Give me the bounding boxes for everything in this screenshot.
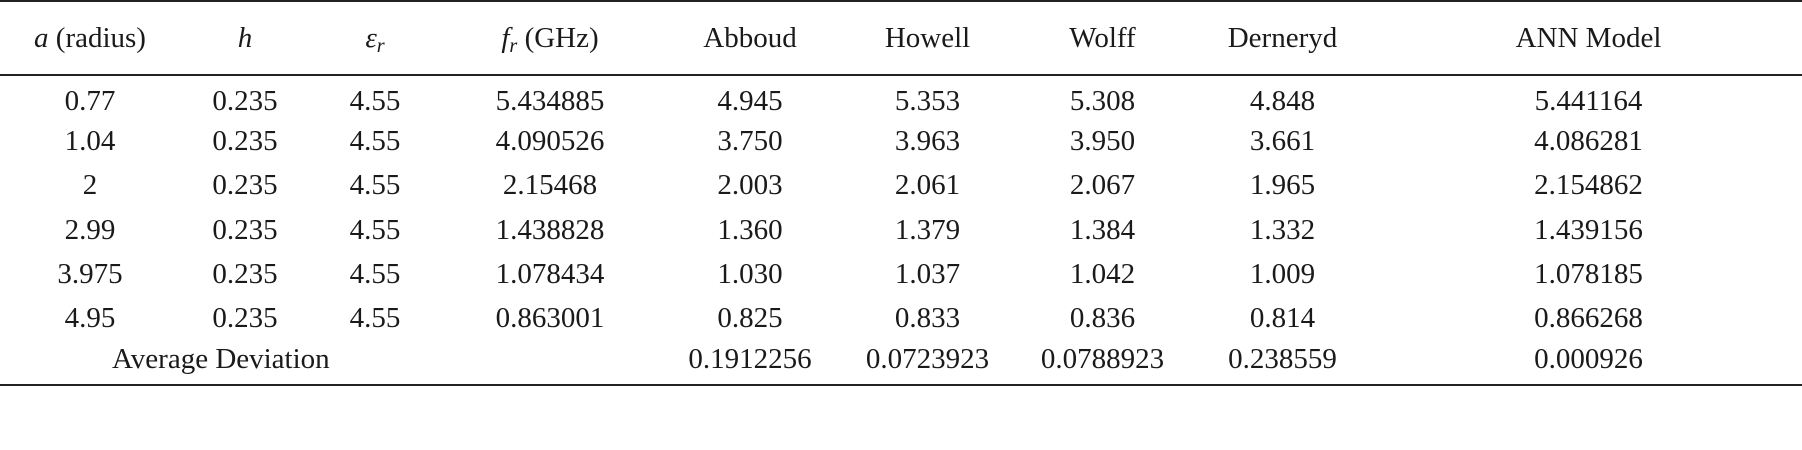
cell-radius: 2.99 [64,213,116,246]
cell-fr: 2.15468 [502,169,598,202]
cell-howell: 1.037 [894,257,961,290]
cell-avg-wolff: 0.0788923 [1015,340,1190,387]
col-header-epsilon-r: εr [310,0,440,76]
cell-howell: 0.833 [894,302,961,335]
cell-h: 0.235 [212,169,278,202]
cell-derneryd: 0.814 [1249,302,1316,335]
cell-derneryd: 1.965 [1249,169,1316,202]
cell-derneryd: 3.661 [1249,124,1316,157]
cell-fr: 1.438828 [495,213,605,246]
cell-howell: 5.353 [894,85,961,118]
cell-h: 0.235 [212,257,278,290]
cell-howell: 3.963 [894,124,961,157]
cell-wolff: 5.308 [1069,85,1136,118]
col-header-howell: Howell [840,0,1015,76]
col-header-radius: a (radius) [0,0,180,76]
col-header-ann-model: ANN Model [1375,0,1802,76]
cell-radius: 4.95 [64,302,116,335]
cell-epsilon-r: 4.55 [349,257,401,290]
cell-h: 0.235 [212,213,278,246]
cell-wolff: 0.836 [1069,302,1136,335]
cell-h: 0.235 [212,302,278,335]
cell-ann-model: 1.439156 [1534,213,1643,246]
table-row: 2.99 0.235 4.55 1.438828 1.360 1.379 1.384 1.33… [0,208,1802,252]
table-row: 2 0.235 4.55 2.15468 2.003 2.061 2.067 1.965 2.1… [0,164,1802,208]
cell-abboud: 1.360 [717,213,783,246]
cell-epsilon-r: 4.55 [349,169,401,202]
average-deviation-label: Average Deviation [0,340,660,387]
col-header-abboud: Abboud [660,0,840,76]
cell-epsilon-r: 4.55 [349,85,401,118]
cell-h: 0.235 [212,124,278,157]
cell-wolff: 1.042 [1069,257,1136,290]
cell-abboud: 4.945 [717,85,783,118]
cell-avg-ann-model: 0.000926 [1375,340,1802,387]
cell-abboud: 3.750 [717,124,783,157]
cell-avg-howell: 0.0723923 [840,340,1015,387]
cell-howell: 1.379 [894,213,961,246]
cell-fr: 4.090526 [495,124,605,157]
cell-fr: 0.863001 [495,302,605,335]
cell-ann-model: 5.441164 [1534,85,1643,118]
header-row: a (radius) h εr fr (GHz) Abboud Howell W… [0,0,1802,76]
cell-wolff: 2.067 [1069,169,1136,202]
cell-radius: 1.04 [64,124,116,157]
cell-radius: 3.975 [57,257,123,290]
cell-epsilon-r: 4.55 [349,124,401,157]
cell-howell: 2.061 [894,169,961,202]
cell-ann-model: 1.078185 [1534,257,1643,290]
cell-derneryd: 4.848 [1249,85,1316,118]
col-header-derneryd: Derneryd [1190,0,1375,76]
table-row: 3.975 0.235 4.55 1.078434 1.030 1.037 1.042 1.0… [0,252,1802,296]
cell-derneryd: 1.009 [1249,257,1316,290]
cell-fr: 1.078434 [495,257,605,290]
col-header-wolff: Wolff [1015,0,1190,76]
cell-avg-abboud: 0.1912256 [660,340,840,387]
cell-abboud: 0.825 [717,302,783,335]
cell-epsilon-r: 4.55 [349,302,401,335]
cell-abboud: 2.003 [717,169,783,202]
cell-radius: 2 [82,169,98,202]
cell-ann-model: 4.086281 [1534,124,1643,157]
table-row: 4.95 0.235 4.55 0.863001 0.825 0.833 0.836 0.81… [0,296,1802,340]
table-row: 1.04 0.235 4.55 4.090526 3.750 3.963 3.950 3.66… [0,119,1802,163]
cell-radius: 0.77 [64,85,116,118]
cell-abboud: 1.030 [717,257,783,290]
cell-avg-derneryd: 0.238559 [1190,340,1375,387]
cell-epsilon-r: 4.55 [349,213,401,246]
cell-fr: 5.434885 [495,85,605,118]
table-row: 0.77 0.235 4.55 5.434885 4.945 5.353 5.308 4.84… [0,75,1802,119]
results-table: a (radius) h εr fr (GHz) Abboud Howell W… [0,0,1802,387]
cell-ann-model: 0.866268 [1534,302,1643,335]
average-deviation-row: Average Deviation 0.1912256 0.0723923 0.078… [0,340,1802,387]
col-header-fr: fr (GHz) [440,0,660,76]
cell-wolff: 3.950 [1069,124,1136,157]
cell-derneryd: 1.332 [1249,213,1316,246]
col-header-h: h [180,0,310,76]
cell-h: 0.235 [212,85,278,118]
cell-ann-model: 2.154862 [1534,169,1643,202]
cell-wolff: 1.384 [1069,213,1136,246]
